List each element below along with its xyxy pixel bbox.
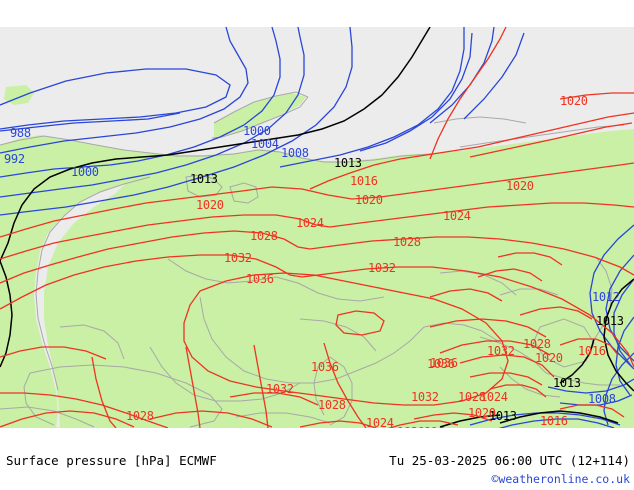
- isobar-label: 916: [424, 426, 445, 428]
- isobar-label: 1020: [560, 94, 588, 108]
- isobar-label: 1024: [443, 209, 471, 223]
- isobar-label: 1028: [250, 229, 278, 243]
- isobar-label: 1020: [506, 179, 534, 193]
- isobar-label: 1024: [366, 416, 394, 428]
- isobar-label: 1024: [480, 390, 508, 404]
- isobar-label: 1036: [427, 357, 455, 371]
- isobar-label: 1013: [553, 376, 581, 390]
- isobar-label: 1013: [190, 172, 218, 186]
- isobar-label: 1036: [246, 272, 274, 286]
- isobar-label: 1028: [523, 337, 551, 351]
- isobar-label: 1012: [592, 290, 620, 304]
- isobar-label: 1032: [411, 390, 439, 404]
- isobar-label: 1016: [540, 414, 568, 428]
- isobar-label: 1028: [458, 390, 486, 404]
- isobar-label: 1032: [487, 344, 515, 358]
- isobar-label: 1036: [430, 356, 458, 370]
- isobar-label: 1016: [578, 344, 606, 358]
- footer-credit: ©weatheronline.co.uk: [491, 472, 630, 486]
- isobar-label: 992: [4, 152, 25, 166]
- isobar-label: 1008: [281, 146, 309, 160]
- isobar-label: 1032: [224, 251, 252, 265]
- pressure-map[interactable]: 988 992 1000 1000 1004 1008 1013 1013 1016 1020 10…: [0, 27, 634, 428]
- coastline-layer: [0, 91, 625, 428]
- isobar-label: 1028: [126, 409, 154, 423]
- isobar-label: 1020: [535, 351, 563, 365]
- isobar-label: 1013: [596, 314, 624, 328]
- isobar-label: 1020: [355, 193, 383, 207]
- isobar-label: 1008: [588, 392, 616, 406]
- isobar-label: 1013: [334, 156, 362, 170]
- map-canvas: [0, 27, 634, 428]
- isobar-label: 1032: [368, 261, 396, 275]
- isobar-label: 1016: [350, 174, 378, 188]
- isobar-label: 988: [10, 126, 31, 140]
- isobar-label: 1000: [71, 165, 99, 179]
- isobar-label: 1028: [393, 235, 421, 249]
- high-pressure-isobars: [0, 27, 634, 428]
- isobar-label: 1013: [489, 409, 517, 423]
- isobar-label: 1032: [266, 382, 294, 396]
- footer-datetime: Tu 25-03-2025 06:00 UTC (12+114): [389, 453, 630, 468]
- isobar-label: 1036: [311, 360, 339, 374]
- isobar-label: 1020: [397, 426, 425, 428]
- map-footer: Surface pressure [hPa] ECMWF Tu 25-03-20…: [0, 428, 634, 490]
- isobar-label: 1000: [243, 124, 271, 138]
- isobar-label: 1004: [251, 137, 279, 151]
- isobar-1013: [0, 27, 634, 428]
- isobar-label: 1028: [318, 398, 346, 412]
- isobar-label: 1020: [196, 198, 224, 212]
- isobar-label: 1024: [296, 216, 324, 230]
- isobar-label: 1020: [468, 406, 496, 420]
- land-layer: [0, 85, 634, 428]
- footer-title: Surface pressure [hPa] ECMWF: [6, 453, 217, 468]
